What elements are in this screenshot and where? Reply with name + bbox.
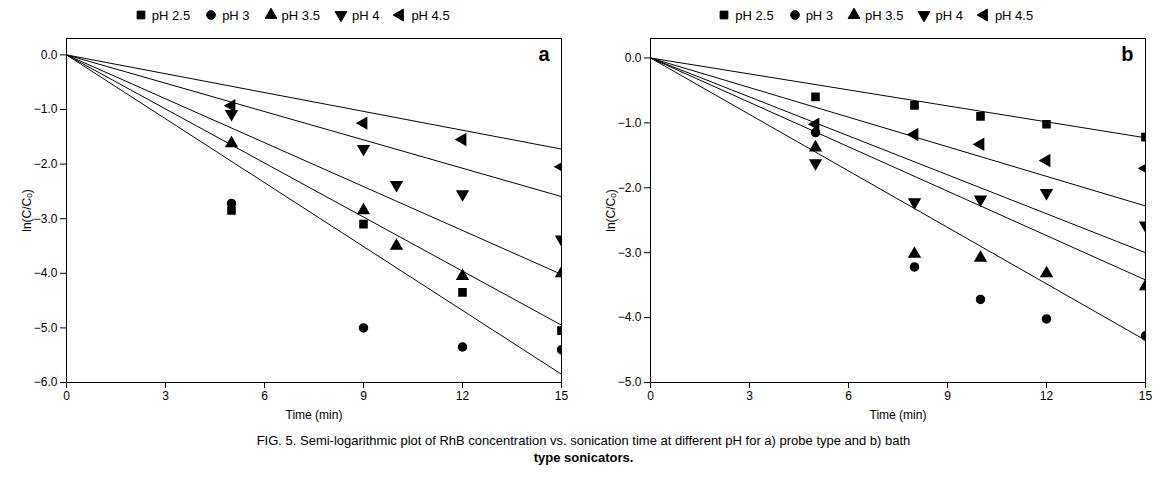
html-text:pH 3: pH 3 (805, 7, 834, 23)
svg-text:−3.0: −3.0 (34, 212, 58, 226)
svg-text:0: 0 (63, 389, 70, 403)
svg-text:−4.0: −4.0 (618, 310, 642, 324)
html-text:pH 2.5: pH 2.5 (735, 7, 774, 23)
html-text:FIG. 5. Semi-logarithmic plot: FIG. 5. Semi-logarithmic plot of RhB con… (256, 433, 911, 448)
html-text:pH 3.5: pH 3.5 (281, 7, 320, 23)
svg-text:12: 12 (1040, 389, 1054, 403)
svg-text:−5.0: −5.0 (618, 375, 642, 389)
html-text:type sonicators.: type sonicators. (533, 450, 634, 465)
html-text:pH 4: pH 4 (935, 7, 963, 23)
html-text:pH 4.5: pH 4.5 (994, 7, 1034, 23)
svg-text:9: 9 (944, 389, 951, 403)
svg-text:15: 15 (555, 389, 569, 403)
svg-text:−2.0: −2.0 (34, 157, 58, 171)
svg-text:15: 15 (1139, 389, 1153, 403)
svg-text:6: 6 (261, 389, 268, 403)
svg-text:a: a (539, 43, 551, 65)
svg-text:−1.0: −1.0 (34, 102, 58, 116)
svg-text:3: 3 (162, 389, 169, 403)
svg-text:0.0: 0.0 (41, 48, 58, 62)
html-text:pH 4: pH 4 (351, 7, 380, 23)
html-text:pH 3: pH 3 (222, 7, 250, 23)
svg-text:6: 6 (845, 389, 852, 403)
svg-text:−3.0: −3.0 (618, 246, 642, 260)
svg-text:−6.0: −6.0 (34, 375, 58, 389)
html-text:pH 4.5: pH 4.5 (411, 7, 450, 23)
svg-text:−5.0: −5.0 (34, 321, 58, 335)
svg-text:0: 0 (647, 389, 654, 403)
svg-text:ln(C/Cₒ): ln(C/Cₒ) (604, 189, 618, 232)
html-text:pH 3.5: pH 3.5 (865, 7, 904, 23)
svg-text:0.0: 0.0 (625, 51, 642, 65)
svg-text:12: 12 (456, 389, 470, 403)
svg-text:−2.0: −2.0 (618, 181, 642, 195)
svg-text:Time (min): Time (min) (869, 408, 926, 422)
svg-text:b: b (1121, 43, 1133, 65)
svg-text:ln(C/Cₒ): ln(C/Cₒ) (20, 189, 34, 232)
svg-text:3: 3 (746, 389, 753, 403)
svg-text:−1.0: −1.0 (618, 116, 642, 130)
svg-text:9: 9 (360, 389, 367, 403)
html-text:pH 2.5: pH 2.5 (151, 7, 191, 23)
svg-text:Time (min): Time (min) (286, 408, 343, 422)
svg-text:−4.0: −4.0 (34, 266, 58, 280)
